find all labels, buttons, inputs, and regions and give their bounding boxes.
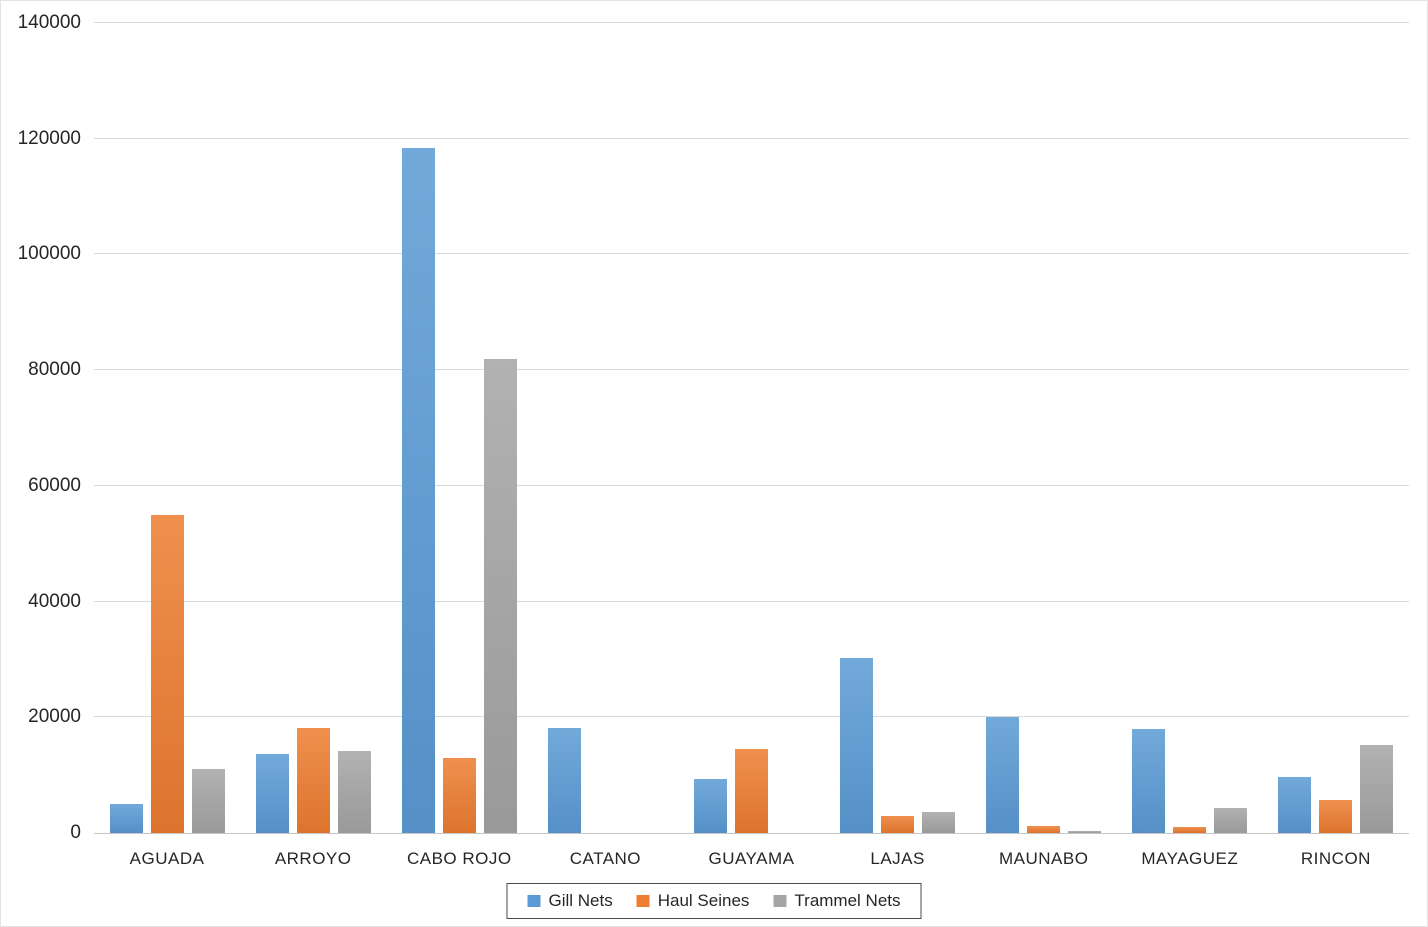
x-category-label: AGUADA [129,849,205,868]
bar-gill-nets [986,716,1020,834]
y-tick-label: 60000 [28,474,81,496]
y-tick-label: 20000 [28,706,81,728]
y-tick-label: 140000 [17,12,81,33]
bar-haul-seines [881,816,915,833]
bar-haul-seines [734,748,768,833]
y-tick-label: 120000 [17,127,81,149]
bar-group [240,23,386,834]
bar-gill-nets [109,804,143,833]
bar-gill-nets [1132,728,1166,834]
x-category-label: CABO ROJO [406,849,512,868]
bar-group [1117,23,1263,834]
x-category-label: LAJAS [870,849,925,868]
bar-trammel-nets [1068,830,1102,834]
gridline [94,22,1409,23]
bar-trammel-nets [1214,807,1248,833]
plot-area [94,22,1409,834]
bar-trammel-nets [1360,744,1394,833]
bar-haul-seines [150,514,184,834]
bar-gill-nets [547,727,581,834]
legend-item: Gill Nets [527,890,613,911]
gridline [94,369,1409,371]
gridline [94,253,1409,255]
legend-swatch [527,894,541,907]
bar-gill-nets [1278,776,1312,834]
gridline [94,484,1409,486]
bar-haul-seines [1319,800,1353,833]
bar-group [94,23,240,834]
legend-item: Haul Seines [636,890,750,911]
bar-group [1263,23,1409,834]
gridline [94,600,1409,602]
legend-swatch [773,894,787,907]
bar-gill-nets [693,778,727,834]
legend: Gill Nets Haul Seines Trammel Nets [506,883,922,919]
bar-haul-seines [296,727,330,834]
x-category-label: RINCON [1300,849,1371,868]
bar-trammel-nets [191,769,225,833]
gridline [94,833,1409,834]
legend-swatch [636,894,650,907]
bar-trammel-nets [922,812,956,833]
x-category-label: MAYAGUEZ [1141,849,1239,868]
y-tick-label: 40000 [28,590,81,612]
y-tick-label: 100000 [17,243,81,265]
bar-gill-nets [255,754,289,833]
bar-group [678,23,824,834]
x-category-label: ARROYO [274,849,352,868]
x-category-label: GUAYAMA [708,849,795,868]
bar-haul-seines [442,758,476,833]
x-category-label: CATANO [569,849,642,868]
bar-trammel-nets [483,358,517,834]
bar-trammel-nets [337,751,371,833]
y-tick-label: 0 [70,822,81,843]
bar-gill-nets [840,657,874,834]
bar-group [971,23,1117,834]
x-category-label: MAUNABO [998,849,1089,868]
gridline [94,716,1409,718]
legend-label: Trammel Nets [794,891,901,910]
legend-label: Haul Seines [657,891,750,910]
bar-haul-seines [1027,825,1061,833]
bar-group [825,23,971,834]
bar-group [532,23,678,834]
bar-group [386,23,532,834]
legend-item: Trammel Nets [773,890,901,911]
y-tick-label: 80000 [28,359,81,381]
gridline [94,137,1409,139]
bar-haul-seines [1173,826,1207,834]
legend-label: Gill Nets [548,891,613,910]
bar-gill-nets [401,148,435,833]
